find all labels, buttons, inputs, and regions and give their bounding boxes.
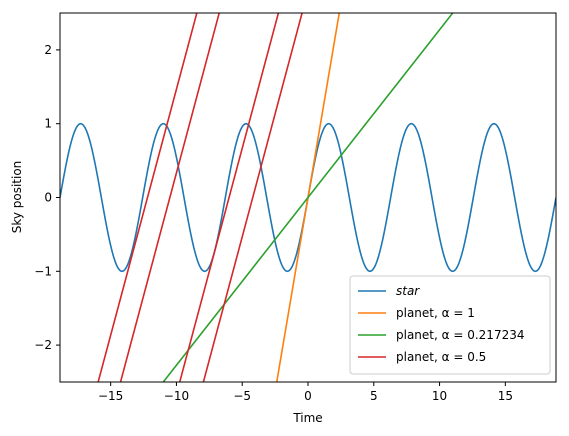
y-axis: −2 −1 0 1 2 bbox=[34, 43, 60, 352]
x-tick-label: −10 bbox=[164, 389, 189, 403]
x-tick-label: −15 bbox=[98, 389, 123, 403]
x-tick-label: 0 bbox=[304, 389, 312, 403]
series-layer bbox=[60, 13, 556, 382]
x-axis-label: Time bbox=[292, 411, 322, 425]
series-3-line-3 bbox=[97, 13, 198, 382]
y-tick-label: 0 bbox=[44, 191, 52, 205]
series-2-line-0 bbox=[162, 13, 454, 382]
x-tick-label: 10 bbox=[432, 389, 447, 403]
series-3-line-0 bbox=[202, 13, 303, 382]
legend-entry-label: planet, α = 0.5 bbox=[396, 350, 486, 364]
legend-entry-label: planet, α = 0.217234 bbox=[396, 328, 524, 342]
series-3-line-2 bbox=[119, 13, 221, 382]
y-tick-label: −1 bbox=[34, 264, 52, 278]
y-axis-label: Sky position bbox=[10, 161, 24, 234]
x-tick-label: −5 bbox=[233, 389, 251, 403]
series-3-line-1 bbox=[178, 13, 280, 382]
y-tick-label: 2 bbox=[44, 43, 52, 57]
legend-entry-label: star bbox=[396, 284, 420, 298]
legend-box bbox=[349, 275, 551, 375]
x-axis: −15 −10 −5 0 5 10 15 bbox=[98, 382, 513, 403]
legend: star planet, α = 1 planet, α = 0.217234 pla… bbox=[349, 275, 551, 375]
x-tick-label: 5 bbox=[370, 389, 378, 403]
y-tick-label: −2 bbox=[34, 338, 52, 352]
y-tick-label: 1 bbox=[44, 117, 52, 131]
legend-entry-label: planet, α = 1 bbox=[396, 306, 475, 320]
x-tick-label: 15 bbox=[498, 389, 513, 403]
